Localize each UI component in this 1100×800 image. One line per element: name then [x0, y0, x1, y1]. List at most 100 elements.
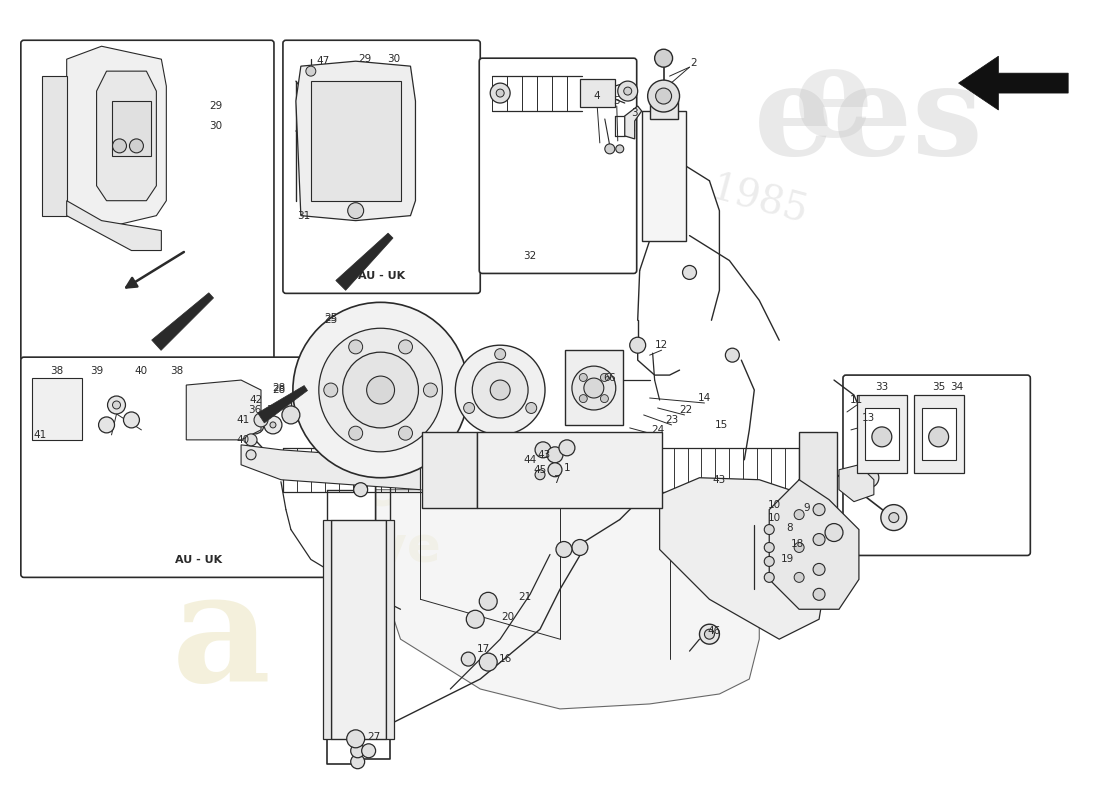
Text: 18: 18: [791, 539, 804, 550]
Circle shape: [495, 349, 506, 360]
Circle shape: [889, 513, 899, 522]
Circle shape: [472, 362, 528, 418]
Circle shape: [343, 352, 418, 428]
Text: 10: 10: [768, 500, 781, 510]
Circle shape: [108, 396, 125, 414]
Circle shape: [725, 348, 739, 362]
Text: 11: 11: [850, 395, 864, 405]
Circle shape: [794, 542, 804, 553]
Text: 6: 6: [604, 373, 611, 383]
Text: 23: 23: [666, 415, 679, 425]
Text: 7: 7: [552, 474, 559, 485]
Text: 6: 6: [608, 373, 615, 383]
Polygon shape: [839, 465, 873, 502]
Text: 41: 41: [33, 430, 46, 440]
Circle shape: [366, 376, 395, 404]
Circle shape: [825, 523, 843, 542]
Text: 22: 22: [679, 405, 692, 415]
Circle shape: [764, 525, 774, 534]
Text: 35: 35: [932, 382, 945, 392]
Polygon shape: [660, 478, 829, 639]
Circle shape: [654, 50, 672, 67]
Circle shape: [424, 383, 438, 397]
Circle shape: [348, 202, 364, 218]
Polygon shape: [67, 46, 166, 229]
Bar: [914, 395, 964, 473]
Circle shape: [351, 744, 364, 758]
Bar: [650, 101, 678, 119]
Circle shape: [349, 426, 363, 440]
Text: 28: 28: [273, 385, 286, 395]
Text: 31: 31: [297, 210, 310, 221]
Polygon shape: [296, 61, 416, 221]
Circle shape: [233, 418, 241, 426]
Text: 30: 30: [210, 121, 222, 131]
Polygon shape: [32, 378, 81, 440]
Circle shape: [293, 302, 469, 478]
Text: 1: 1: [563, 462, 570, 473]
Bar: [580, 79, 615, 107]
Circle shape: [618, 81, 638, 101]
Circle shape: [584, 378, 604, 398]
Circle shape: [130, 139, 143, 153]
Text: 3: 3: [631, 108, 638, 118]
Polygon shape: [769, 480, 859, 610]
Circle shape: [112, 139, 126, 153]
Circle shape: [398, 426, 412, 440]
Circle shape: [461, 652, 475, 666]
Bar: [422, 432, 477, 508]
Text: 5: 5: [614, 96, 620, 106]
Circle shape: [319, 328, 442, 452]
Text: 27: 27: [367, 732, 381, 742]
Text: 33: 33: [876, 382, 889, 392]
Bar: [922, 408, 956, 460]
Circle shape: [526, 402, 537, 414]
Text: 42: 42: [250, 395, 263, 405]
Circle shape: [496, 89, 504, 97]
Circle shape: [282, 406, 300, 424]
Circle shape: [535, 470, 544, 480]
Polygon shape: [958, 56, 1068, 110]
Text: 25: 25: [324, 315, 338, 326]
Circle shape: [881, 505, 906, 530]
Circle shape: [572, 539, 587, 555]
Circle shape: [246, 450, 256, 460]
Text: 21: 21: [518, 592, 531, 602]
Circle shape: [112, 401, 121, 409]
FancyBboxPatch shape: [283, 40, 481, 294]
Circle shape: [556, 542, 572, 558]
Circle shape: [252, 422, 258, 428]
Circle shape: [466, 610, 484, 628]
Text: 43: 43: [713, 474, 726, 485]
Text: 4: 4: [594, 91, 601, 101]
Text: 29: 29: [209, 101, 223, 111]
Text: 19: 19: [781, 554, 794, 565]
Polygon shape: [97, 71, 156, 201]
Circle shape: [764, 557, 774, 566]
Text: 39: 39: [90, 366, 103, 376]
Circle shape: [624, 87, 631, 95]
Circle shape: [254, 413, 268, 427]
Circle shape: [656, 88, 672, 104]
Text: 24: 24: [651, 425, 664, 435]
Text: e: e: [794, 41, 873, 162]
Circle shape: [580, 394, 587, 402]
Text: 8: 8: [785, 522, 792, 533]
Circle shape: [99, 417, 114, 433]
Text: a: a: [172, 565, 271, 714]
Text: 29: 29: [358, 54, 372, 64]
Circle shape: [323, 383, 338, 397]
Text: 44: 44: [524, 454, 537, 465]
Text: 34: 34: [950, 382, 964, 392]
Polygon shape: [336, 233, 393, 290]
Text: 14: 14: [697, 393, 711, 403]
Text: 32: 32: [524, 250, 537, 261]
Circle shape: [306, 66, 316, 76]
Circle shape: [463, 402, 474, 414]
Circle shape: [764, 542, 774, 553]
Text: 1985: 1985: [706, 170, 812, 231]
Circle shape: [928, 427, 948, 447]
Text: 38: 38: [169, 366, 183, 376]
Bar: [641, 111, 685, 241]
Circle shape: [813, 588, 825, 600]
